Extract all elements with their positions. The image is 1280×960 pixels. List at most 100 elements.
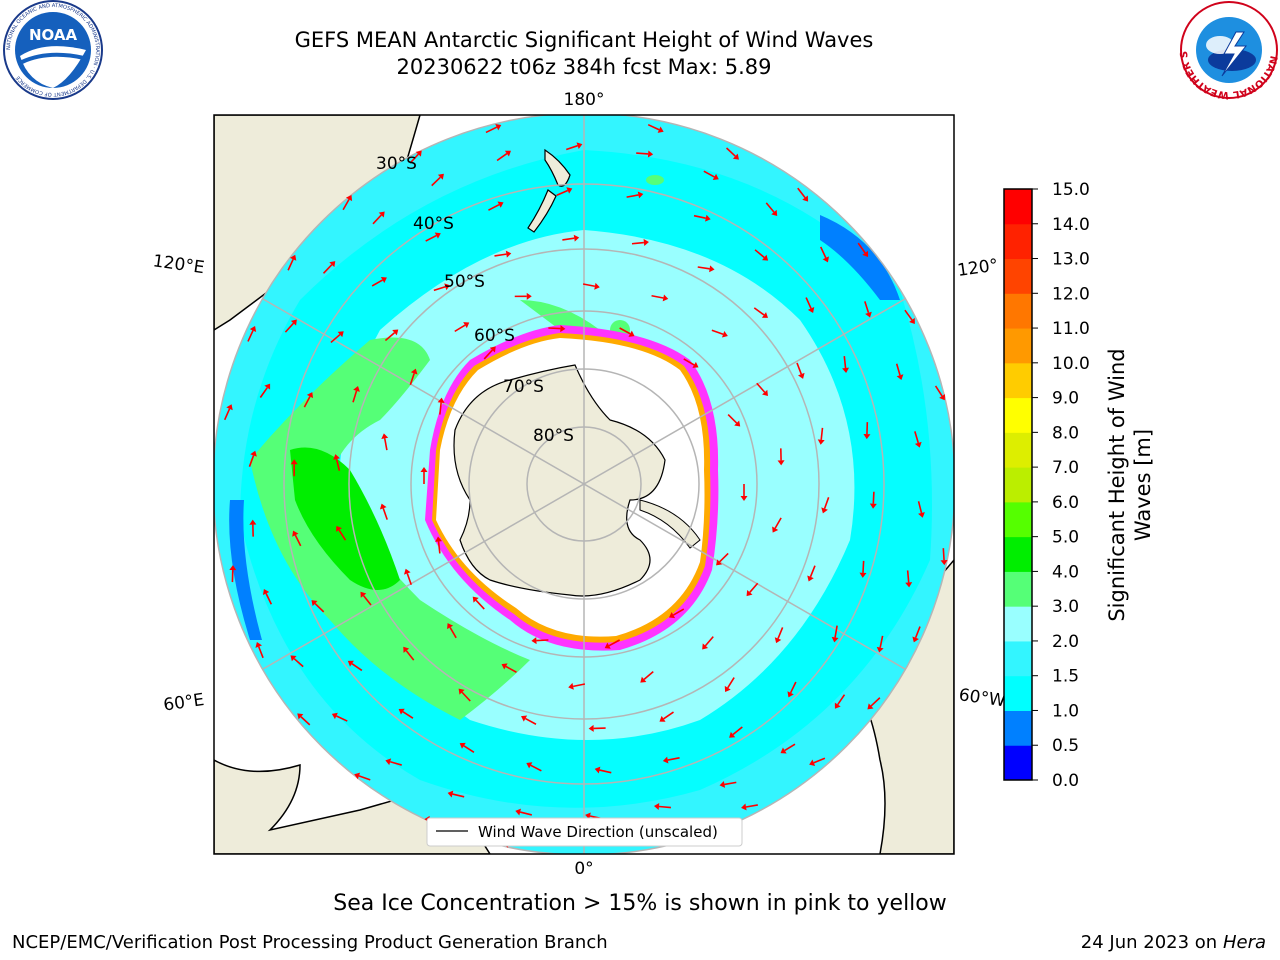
wave-direction-arrow [774,627,784,644]
wave-direction-arrow [809,757,826,766]
map-title: GEFS MEAN Antarctic Significant Height o… [294,28,874,52]
colorbar-segment [1004,640,1032,677]
wave-direction-arrow [703,170,719,180]
wave-direction-arrow [433,283,451,292]
wave-direction-arrow [895,363,904,381]
wave-direction-arrow [821,497,830,514]
wave-direction-arrow [588,724,606,732]
wave-direction-arrow [631,239,649,247]
legend-label: Wind Wave Direction (unscaled) [478,823,718,841]
colorbar-segment [1004,397,1032,433]
colorbar-tick-label: 12.0 [1052,284,1090,304]
map-content [214,115,954,854]
wave-direction-arrow [780,743,796,754]
wave-band-3m [250,337,530,720]
wave-direction-arrow [454,322,470,333]
wave-direction-arrow [447,790,465,798]
wave-direction-arrow [582,282,600,290]
lat-label-60s: 60°S [474,326,515,346]
wave-direction-arrow [330,331,344,344]
wave-direction-arrow [297,713,311,726]
colorbar-segment [1004,189,1032,225]
lon-label-0: 0° [574,859,593,879]
colorbar-segment [1004,571,1032,607]
wave-direction-arrow [223,404,233,421]
wind-wave-arrows [223,123,948,848]
noaa-logo-text: NOAA [29,26,78,44]
wave-direction-arrow [653,803,671,810]
wave-direction-arrow [702,636,714,650]
noaa-logo: NOAA NATIONAL OCEANIC AND ATMOSPHERIC AD… [3,0,103,100]
svg-text:NATIONAL WEATHER SERVICE: NATIONAL WEATHER SERVICE [0,0,1279,100]
colorbar-segment [1004,467,1032,503]
colorbar-segment [1004,501,1032,538]
wave-direction-arrow [409,150,422,164]
wave-direction-arrow [863,422,871,440]
wave-direction-arrow [904,309,915,324]
wave-direction-arrow [912,626,921,643]
wave-direction-arrow [741,803,758,811]
colorbar-segment [1004,536,1032,572]
wave-direction-arrow [834,694,846,709]
wave-direction-arrow [740,484,748,501]
wave-direction-arrow [303,392,314,408]
wave-direction-arrow [459,742,475,753]
wave-direction-arrow [458,688,471,702]
colorbar-segment [1004,710,1032,746]
wave-direction-arrow [807,565,816,582]
wave-direction-arrow [777,448,785,466]
wave-direction-arrow [531,637,549,645]
colorbar-tick-label: 5.0 [1052,528,1079,548]
colorbar-segment [1004,258,1032,294]
lat-label-70s: 70°S [503,377,544,397]
wave-direction-arrow [514,292,532,300]
wave-direction-arrow [754,249,769,261]
colorbar-tick-label: 1.5 [1052,667,1079,687]
wave-direction-arrow [753,307,769,318]
lon-label-60e: 60°E [162,690,205,715]
wave-direction-arrow [311,600,325,613]
colorbar-tick-label: 3.0 [1052,597,1079,617]
wave-band-4m [290,447,400,590]
sea-ice-caption: Sea Ice Concentration > 15% is shown in … [333,891,947,916]
wave-direction-arrow [496,150,511,162]
colorbar-tick-label: 13.0 [1052,250,1090,270]
colorbar-tick-label: 9.0 [1052,389,1079,409]
wave-direction-arrow [259,383,271,398]
wave-direction-arrow [333,454,341,471]
wave-direction-arrow [385,758,402,766]
colorbar-tick-label: 2.0 [1052,632,1079,652]
colorbar-segment [1004,675,1032,711]
wave-direction-arrow [425,232,441,242]
wave-direction-arrow [697,265,715,273]
wave-direction-arrow [379,503,388,520]
wave-direction-arrow [934,385,946,401]
wave-direction-arrow [869,491,877,509]
wave-direction-arrow [565,142,583,151]
wave-direction-arrow [322,261,336,274]
wave-direction-arrow [472,596,485,610]
nws-ring-text: NATIONAL WEATHER SERVICE [0,0,1279,100]
map-legend: Wind Wave Direction (unscaled) [426,817,743,847]
wave-direction-arrow [640,671,654,683]
wave-direction-arrow [409,368,418,386]
wave-direction-arrow [905,570,913,588]
wave-direction-arrow [501,663,517,673]
colorbar-tick-label: 7.0 [1052,458,1079,478]
colorbar-label-line1: Significant Height of Wind [1105,348,1129,621]
wave-direction-arrow [940,548,948,566]
wave-direction-arrow [831,625,839,643]
colorbar-tick-label: 10.0 [1052,354,1090,374]
wave-direction-arrow [284,319,297,333]
map-subtitle: 20230622 t06z 384h fcst Max: 5.89 [396,55,772,79]
colorbar-tick-label: 6.0 [1052,493,1079,513]
wave-direction-arrow [729,726,743,738]
wave-direction-arrow [255,641,264,659]
colorbar: 0.0 0.5 1.0 1.5 2.0 3.0 4.0 5.0 6.0 7.0 8.0 9.0 10.0… [1003,180,1090,791]
wave-direction-arrow [229,565,237,583]
wave-direction-arrow [724,677,735,693]
wave-direction-arrow [431,173,444,187]
wave-direction-arrow [725,147,739,160]
wave-direction-arrow [859,560,867,578]
